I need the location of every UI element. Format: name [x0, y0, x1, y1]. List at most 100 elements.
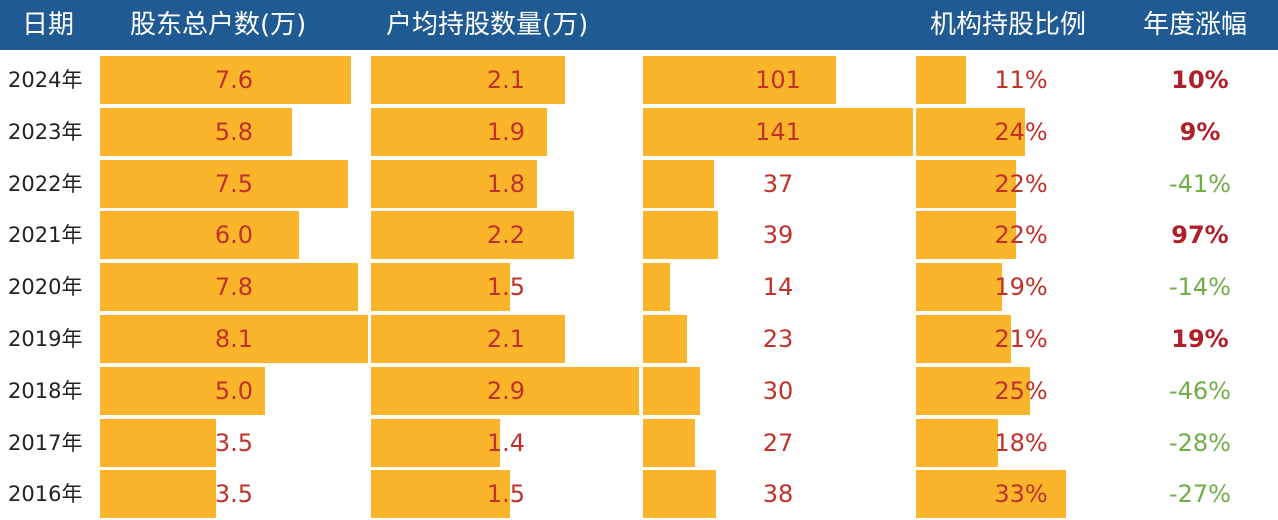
per-holder-bar: [371, 159, 538, 208]
table-row: 2024年 7.6 2.1 101 11% 10%: [0, 54, 1278, 106]
blurred-col-value: 23: [762, 325, 794, 353]
holders-bar: [100, 315, 368, 363]
institution-bar: [916, 315, 1012, 363]
row-date: 2024年: [8, 68, 83, 92]
change-value: -41%: [1168, 169, 1231, 198]
institution-value: 33%: [994, 480, 1048, 509]
holders-bar: [100, 107, 292, 156]
blurred-col-value: 37: [762, 169, 794, 198]
institution-bar: [916, 418, 998, 467]
institution-bar: [916, 211, 1016, 260]
institution-value: 19%: [994, 273, 1048, 302]
blurred-col-bar: [643, 418, 695, 467]
institution-bar: [916, 159, 1016, 208]
institution-value: 24%: [994, 117, 1048, 146]
holders-value: 5.8: [214, 117, 254, 146]
row-date: 2019年: [8, 327, 83, 351]
table-row: 2017年 3.5 1.4 27 18% -28%: [0, 417, 1278, 469]
holders-bar: [100, 56, 352, 104]
per-holder-value: 1.9: [486, 117, 526, 146]
holders-bar: [100, 263, 359, 312]
institution-value: 25%: [994, 376, 1048, 405]
per-holder-value: 2.2: [486, 221, 526, 250]
row-date: 2022年: [8, 171, 83, 196]
change-value: -14%: [1168, 273, 1231, 302]
holders-value: 3.5: [214, 428, 254, 457]
holders-value: 7.8: [214, 273, 254, 302]
holders-value: 3.5: [214, 480, 254, 509]
blurred-col-value: 39: [762, 221, 794, 250]
holders-value: 6.0: [214, 221, 254, 250]
change-value: -28%: [1168, 428, 1231, 457]
table-row: 2016年 3.5 1.5 38 33% -27%: [0, 468, 1278, 520]
per-holder-value: 1.5: [486, 480, 526, 509]
per-holder-bar: [371, 211, 575, 260]
per-holder-bar: [371, 263, 510, 312]
blurred-col-value: 101: [755, 66, 801, 94]
table-row: 2020年 7.8 1.5 14 19% -14%: [0, 261, 1278, 313]
institution-value: 22%: [994, 221, 1048, 250]
holders-value: 5.0: [214, 376, 254, 405]
blurred-col-bar: [643, 211, 718, 260]
per-holder-value: 2.1: [486, 325, 526, 353]
header-holders: 股东总户数(万): [130, 10, 307, 40]
institution-bar: [916, 366, 1030, 415]
blurred-col-bar: [643, 107, 913, 156]
row-date: 2016年: [8, 482, 83, 507]
blurred-col-bar: [643, 56, 837, 104]
row-date: 2021年: [8, 223, 83, 248]
header-change: 年度涨幅: [1143, 10, 1248, 40]
institution-value: 21%: [994, 325, 1048, 353]
blurred-col-bar: [643, 263, 670, 312]
holders-bar: [100, 366, 266, 415]
per-holder-bar: [371, 366, 639, 415]
blurred-col-bar: [643, 315, 688, 363]
institution-value: 22%: [994, 169, 1048, 198]
header-date: 日期: [22, 10, 75, 40]
per-holder-bar: [371, 56, 566, 104]
table-row: 2018年 5.0 2.9 30 25% -46%: [0, 365, 1278, 417]
per-holder-bar: [371, 107, 547, 156]
blurred-col-bar: [643, 159, 714, 208]
blurred-col-value: 27: [762, 428, 794, 457]
per-holder-value: 2.9: [486, 376, 526, 405]
header-per-holder: 户均持股数量(万): [386, 10, 589, 40]
institution-bar: [916, 56, 966, 104]
table-row: 2022年 7.5 1.8 37 22% -41%: [0, 158, 1278, 210]
change-value: 97%: [1171, 221, 1229, 250]
header-institution: 机构持股比例: [930, 10, 1087, 40]
table-row: 2023年 5.8 1.9 141 24% 9%: [0, 106, 1278, 158]
change-value: 19%: [1171, 325, 1229, 353]
per-holder-value: 2.1: [486, 66, 526, 94]
per-holder-bar: [371, 315, 566, 363]
blurred-col-bar: [643, 470, 716, 519]
institution-value: 18%: [994, 428, 1048, 457]
blurred-col-bar: [643, 366, 701, 415]
blurred-col-value: 14: [762, 273, 794, 302]
per-holder-value: 1.8: [486, 169, 526, 198]
institution-bar: [916, 263, 1003, 312]
holders-bar: [100, 159, 349, 208]
institution-value: 11%: [994, 66, 1048, 94]
row-date: 2018年: [8, 378, 83, 403]
table-row: 2019年 8.1 2.1 23 21% 19%: [0, 313, 1278, 365]
holders-value: 8.1: [214, 325, 254, 353]
blurred-col-value: 30: [762, 376, 794, 405]
blurred-col-value: 38: [762, 480, 794, 509]
per-holder-bar: [371, 418, 501, 467]
row-date: 2020年: [8, 275, 83, 300]
holders-value: 7.5: [214, 169, 254, 198]
holders-bar: [100, 418, 216, 467]
holders-bar: [100, 211, 299, 260]
change-value: -46%: [1168, 376, 1231, 405]
row-date: 2017年: [8, 430, 83, 455]
change-value: 10%: [1171, 66, 1229, 94]
per-holder-value: 1.5: [486, 273, 526, 302]
per-holder-value: 1.4: [486, 428, 526, 457]
change-value: -27%: [1168, 480, 1231, 509]
institution-bar: [916, 107, 1026, 156]
row-date: 2023年: [8, 119, 83, 144]
blurred-col-value: 141: [755, 117, 801, 146]
table-row: 2021年 6.0 2.2 39 22% 97%: [0, 209, 1278, 261]
